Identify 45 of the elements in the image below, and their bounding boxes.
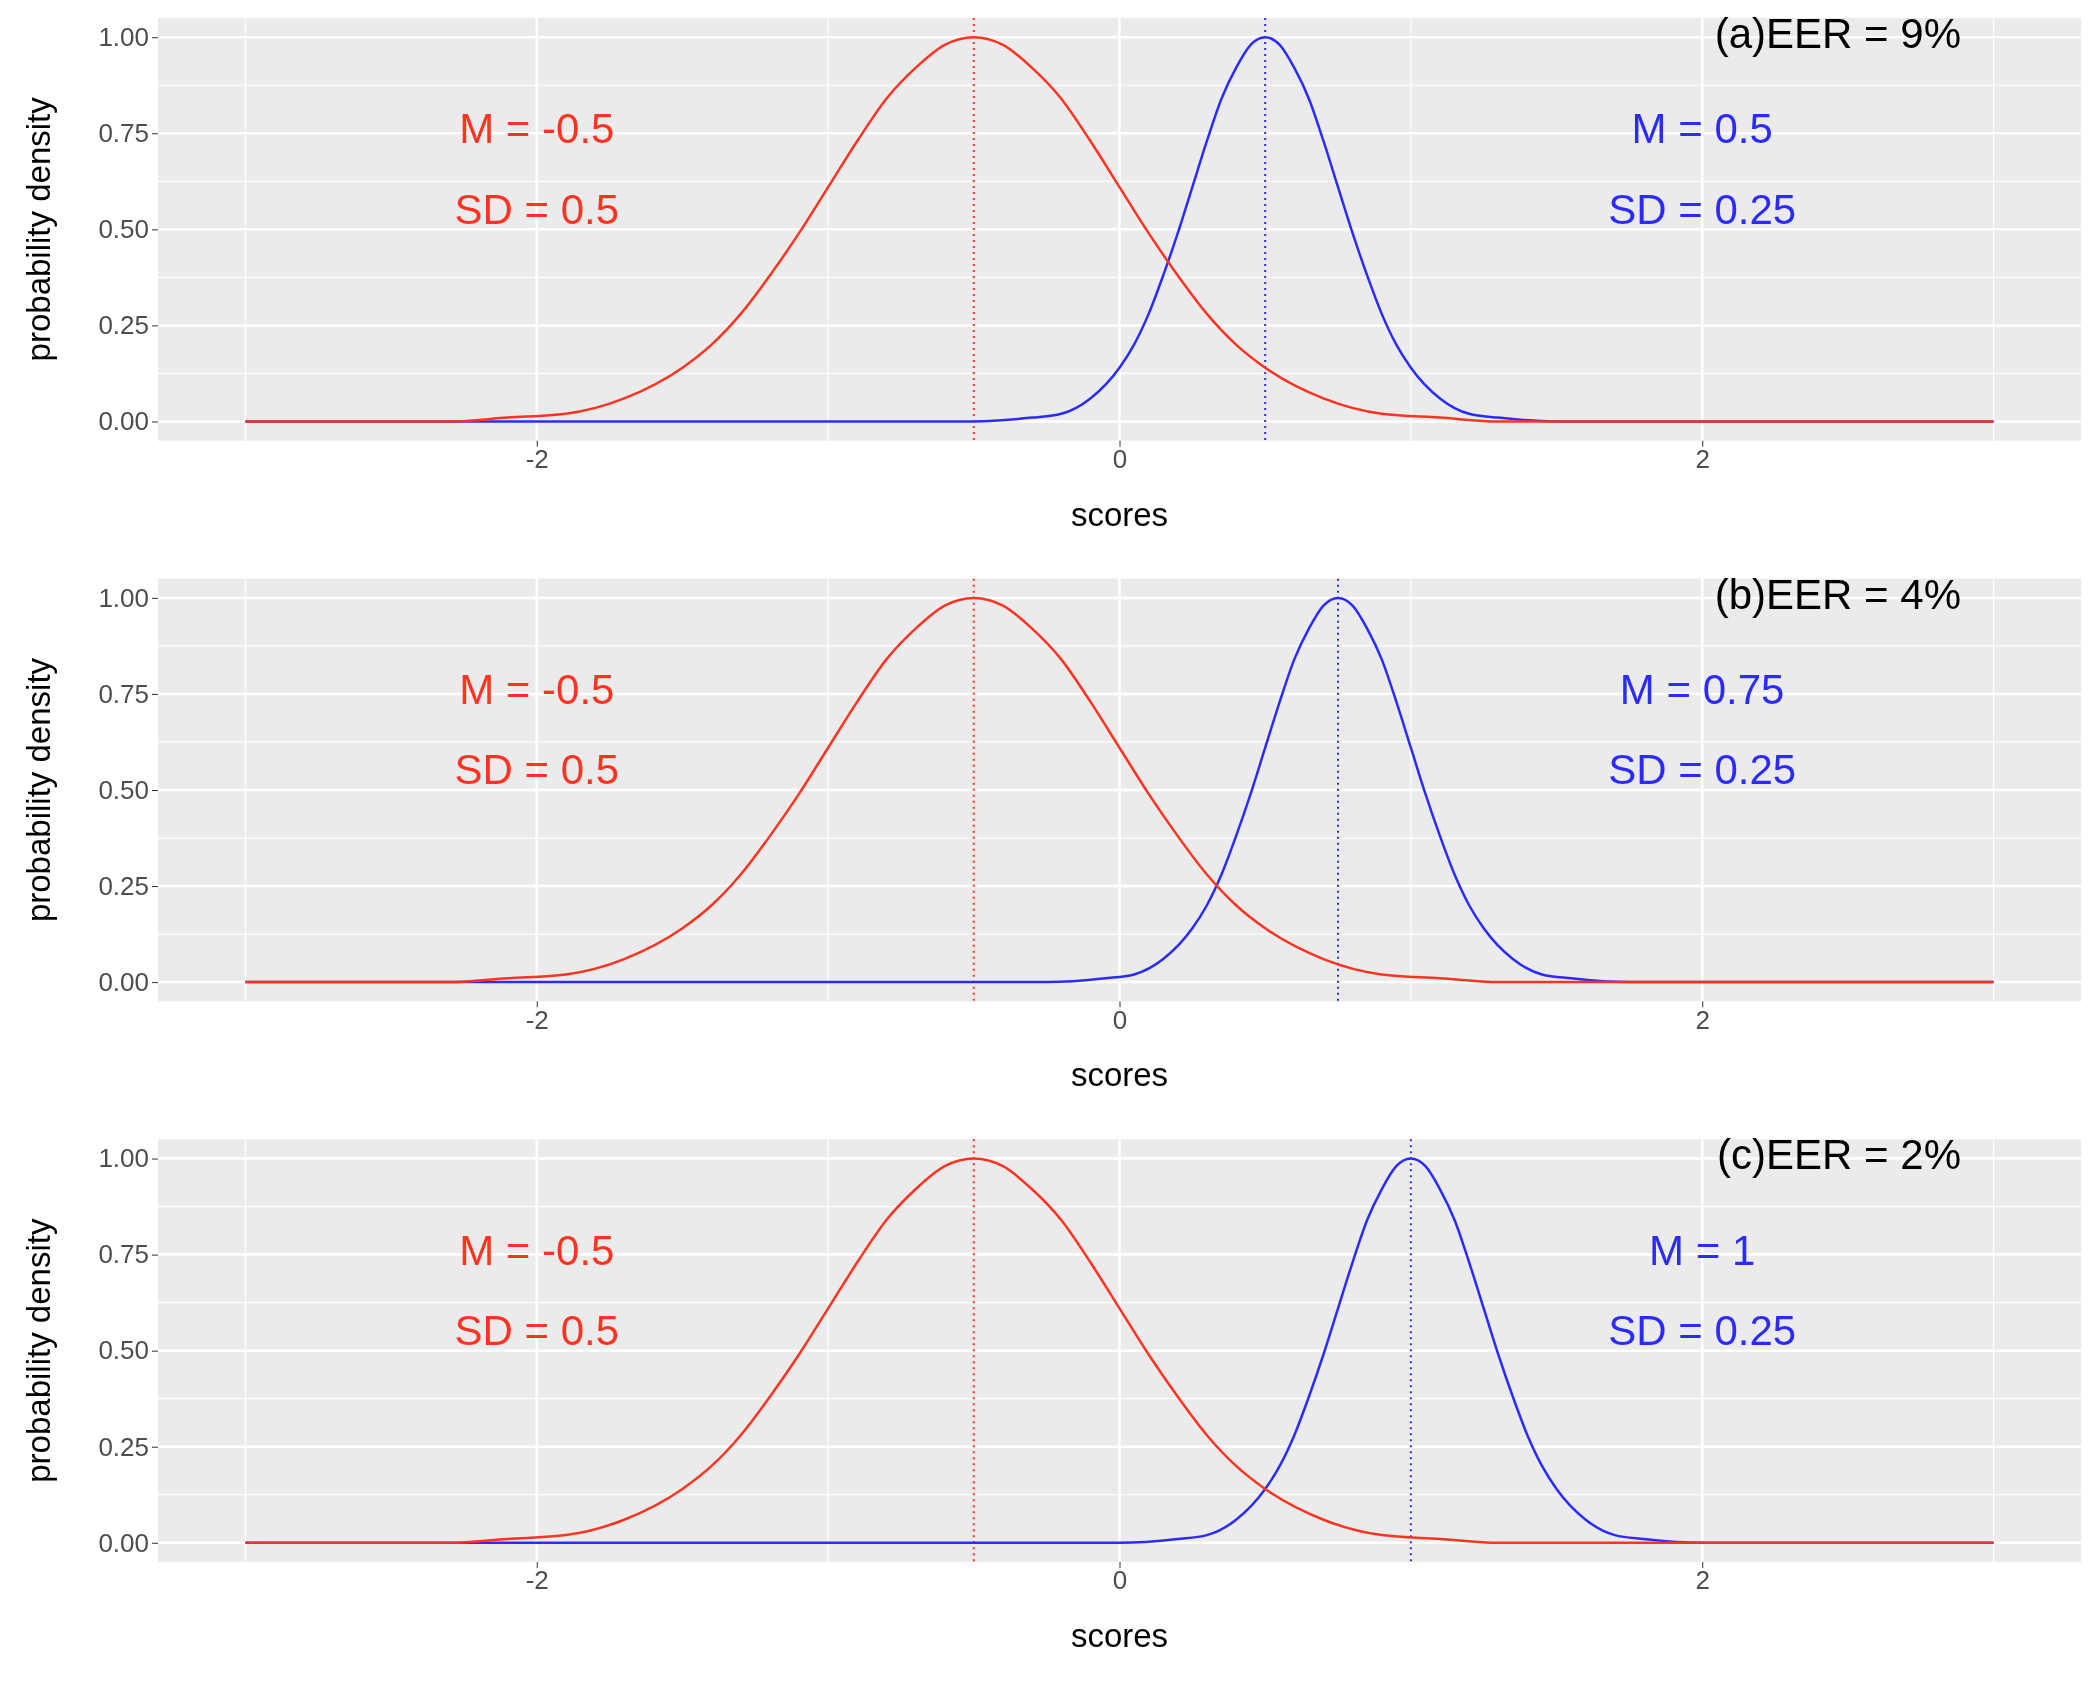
y-tick-label: 0.25 (98, 870, 149, 901)
y-tick-label: 0.00 (98, 966, 149, 997)
y-axis-title: probability density (20, 657, 57, 923)
annotation: SD = 0.25 (1608, 746, 1797, 794)
y-tick-label: 1.00 (98, 1143, 149, 1174)
annotation: SD = 0.5 (454, 1306, 620, 1354)
chart-title: (c)EER = 2% (1717, 1131, 1961, 1179)
y-tick-label: 0.75 (98, 678, 149, 709)
x-tick-label: 0 (1112, 1004, 1128, 1035)
x-tick-label: 0 (1112, 444, 1128, 475)
annotation: M = 0.5 (1631, 105, 1773, 153)
chart-title: (b)EER = 4% (1714, 570, 1961, 618)
annotation: SD = 0.5 (454, 185, 620, 233)
y-axis-title: probability density (20, 1218, 57, 1483)
annotation: M = -0.5 (459, 105, 615, 153)
x-tick-label: 0 (1112, 1565, 1128, 1596)
x-axis-title: scores (1070, 495, 1169, 533)
annotation: M = 1 (1649, 1226, 1756, 1274)
y-tick-label: 0.25 (98, 1431, 149, 1462)
chart-title: (a)EER = 9% (1714, 10, 1961, 57)
y-tick-label: 0.00 (98, 1527, 149, 1558)
x-tick-label: 2 (1695, 1565, 1710, 1596)
y-tick-label: 0.75 (98, 118, 149, 149)
y-tick-label: 0.25 (98, 310, 149, 341)
y-tick-label: 1.00 (98, 22, 149, 53)
annotation: SD = 0.5 (454, 746, 620, 794)
x-axis-title: scores (1070, 1056, 1169, 1094)
y-tick-label: 0.75 (98, 1239, 149, 1270)
y-axis-title: probability density (20, 96, 57, 362)
annotation: SD = 0.25 (1608, 1306, 1797, 1354)
annotation: SD = 0.25 (1608, 185, 1797, 233)
y-tick-label: 0.50 (98, 1335, 149, 1366)
annotation: M = -0.5 (459, 665, 615, 713)
y-tick-label: 0.50 (98, 214, 149, 245)
annotation: M = 0.75 (1619, 665, 1785, 713)
annotation: M = -0.5 (459, 1226, 615, 1274)
y-tick-label: 1.00 (98, 582, 149, 613)
x-tick-label: -2 (525, 1004, 549, 1035)
x-axis-title: scores (1070, 1617, 1169, 1654)
x-tick-label: -2 (525, 444, 549, 475)
x-tick-label: 2 (1695, 1004, 1710, 1035)
x-tick-label: -2 (525, 1565, 549, 1596)
x-tick-label: 2 (1695, 444, 1710, 475)
y-tick-label: 0.50 (98, 774, 149, 805)
y-tick-label: 0.00 (98, 406, 149, 437)
